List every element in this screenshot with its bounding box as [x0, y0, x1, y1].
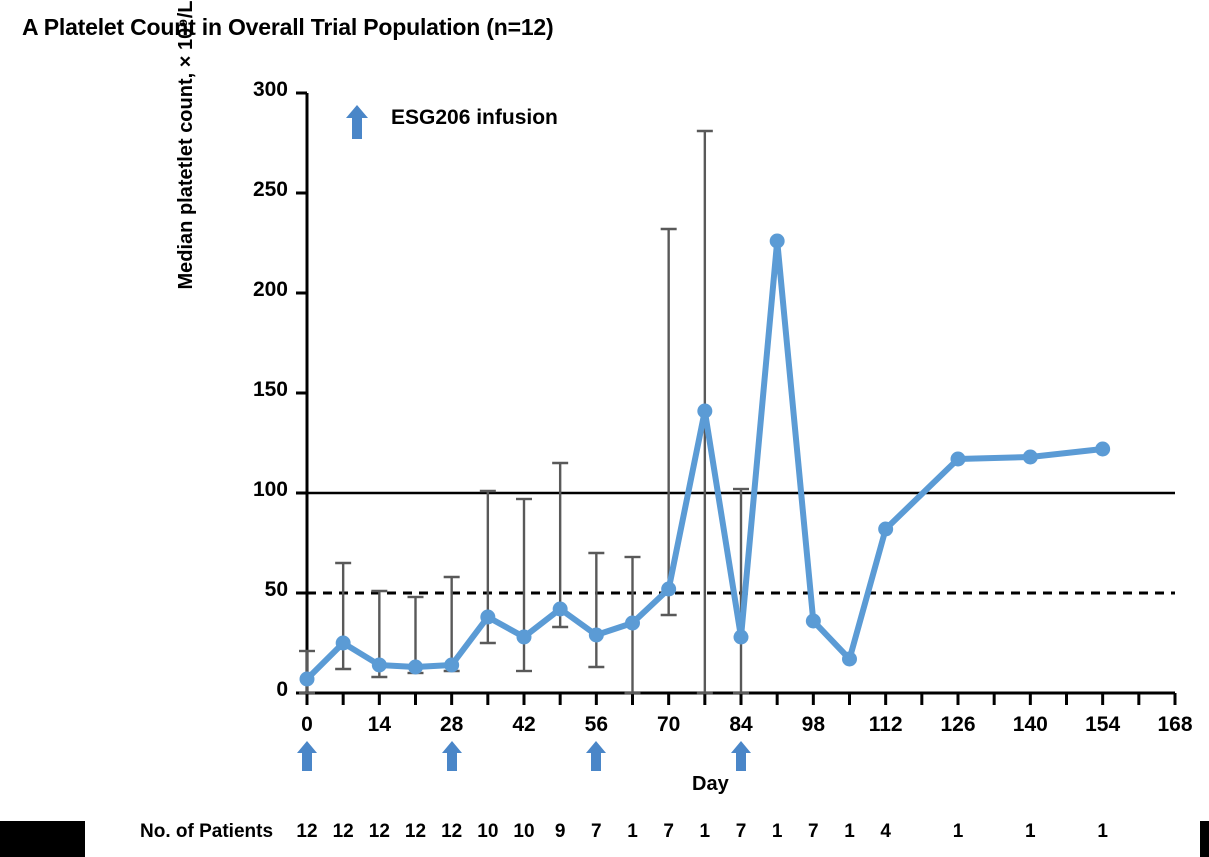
infusion-arrow-icon — [296, 740, 318, 777]
patients-count-cell: 1 — [699, 821, 711, 842]
data-point — [299, 671, 315, 687]
patients-count-cell: 7 — [735, 821, 747, 842]
patients-count-cell: 12 — [332, 821, 354, 842]
footer-block-left — [0, 821, 85, 857]
y-axis-tick-label: 250 — [252, 178, 288, 201]
patients-count-cell: 1 — [952, 821, 964, 842]
x-axis-tick-label: 28 — [439, 713, 464, 736]
x-axis-tick-label: 84 — [729, 713, 753, 736]
error-bar — [733, 487, 749, 695]
x-axis-tick-label: 112 — [868, 713, 903, 736]
data-point — [480, 609, 496, 625]
x-axis-tick-label: 56 — [584, 713, 608, 736]
y-axis-tick-label: 300 — [252, 78, 288, 101]
infusion-arrow-icon — [441, 740, 463, 777]
data-point — [842, 651, 857, 667]
x-axis-tick-label: 126 — [940, 713, 976, 736]
data-point — [1022, 449, 1038, 465]
data-point — [335, 635, 351, 651]
x-axis-tick-label: 168 — [1157, 713, 1193, 736]
error-bar — [335, 561, 352, 671]
patients-count-cell: 10 — [513, 821, 535, 842]
x-axis-tick-label: 154 — [1085, 713, 1121, 736]
x-axis-title: Day — [692, 773, 729, 795]
error-bar — [660, 227, 677, 617]
patients-count-cell: 7 — [591, 821, 602, 842]
data-point — [661, 581, 677, 597]
patients-count-cell: 1 — [1025, 821, 1036, 842]
data-point — [733, 629, 749, 645]
patients-count-cell: 12 — [404, 821, 427, 842]
error-bar — [552, 461, 569, 629]
data-point — [552, 601, 568, 617]
data-point — [1095, 441, 1111, 457]
patients-count-cell: 7 — [663, 821, 674, 842]
patients-count-cell: 10 — [477, 821, 499, 842]
patients-count-cell: 12 — [368, 821, 390, 842]
patients-count-cell: 1 — [627, 821, 638, 842]
patients-count-cell: 9 — [554, 821, 566, 842]
footer-block-right — [1200, 821, 1209, 857]
patients-row-label: No. of Patients — [140, 821, 274, 842]
x-axis-tick-label: 42 — [512, 713, 536, 736]
data-point — [625, 615, 640, 631]
data-point — [878, 521, 894, 537]
data-point — [371, 657, 387, 673]
data-point — [697, 403, 713, 419]
x-axis-tick-label: 140 — [1012, 713, 1048, 736]
data-point — [408, 659, 423, 675]
patients-count-cell: 4 — [880, 821, 891, 842]
error-bar — [588, 551, 605, 669]
patients-count-cell: 12 — [296, 821, 318, 842]
x-axis-tick-label: 14 — [367, 713, 391, 736]
error-bar — [516, 497, 532, 673]
legend-label: ESG206 infusion — [391, 106, 558, 129]
y-axis-tick-label: 50 — [264, 578, 288, 601]
x-axis-tick-label: 70 — [656, 713, 681, 736]
y-axis-tick-label: 100 — [252, 478, 288, 501]
patients-count-cell: 1 — [1097, 821, 1108, 842]
infusion-arrow-icon — [730, 740, 752, 777]
page-title: A Platelet Count in Overall Trial Popula… — [22, 14, 554, 40]
infusion-arrow-icon — [585, 740, 607, 777]
x-axis-tick-label: 98 — [801, 713, 825, 736]
patients-count-cell: 1 — [771, 821, 783, 842]
data-point — [588, 627, 604, 643]
legend-up-arrow-icon — [345, 104, 369, 145]
data-point — [950, 451, 966, 467]
y-axis-tick-label: 200 — [252, 278, 288, 301]
data-point — [805, 613, 821, 629]
x-axis-tick-label: 0 — [301, 713, 313, 736]
data-point — [769, 233, 785, 249]
y-axis-tick-label: 0 — [276, 678, 288, 701]
data-point — [444, 657, 460, 673]
y-axis-tick-label: 150 — [252, 378, 288, 401]
patients-count-cell: 1 — [844, 821, 855, 842]
patients-count-cell: 7 — [808, 821, 819, 842]
patients-count-cell: 12 — [441, 821, 463, 842]
data-point — [516, 629, 532, 645]
